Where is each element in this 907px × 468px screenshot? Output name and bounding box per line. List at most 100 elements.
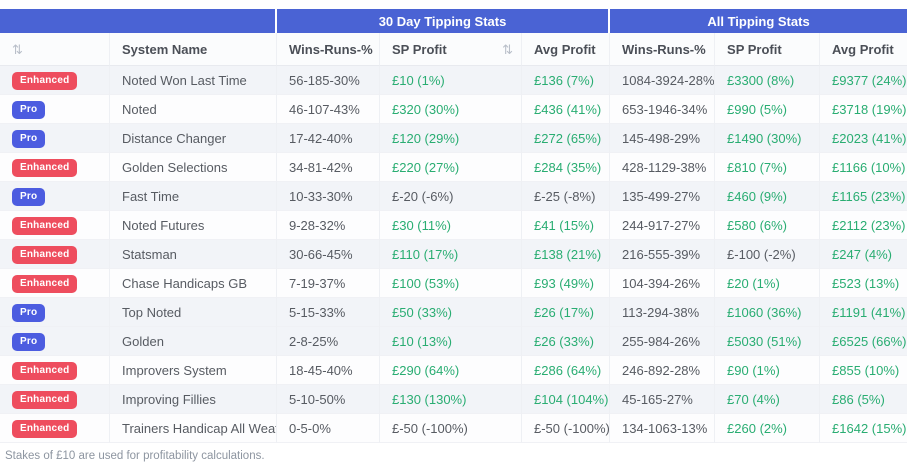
system-name-cell: Golden Selections [110,153,277,182]
tier-badge: Enhanced [12,419,78,438]
tier-cell: Enhanced [0,414,110,443]
all-sp-profit-cell: £5030 (51%) [715,327,821,356]
all-wins-runs-cell: 244-917-27% [610,211,716,240]
all-avg-profit-cell: £1642 (15%) [820,414,907,443]
tier-badge: Pro [12,332,46,351]
tier-badge: Enhanced [12,390,78,409]
table-row[interactable]: Enhanced Golden Selections 34-81-42% £22… [0,153,907,182]
table-row[interactable]: Enhanced Improvers System 18-45-40% £290… [0,356,907,385]
all-wins-runs-cell: 45-165-27% [610,385,716,414]
tier-cell: Pro [0,95,110,124]
table-row[interactable]: Enhanced Noted Won Last Time 56-185-30% … [0,66,907,95]
tier-badge: Enhanced [12,71,78,90]
30d-avg-profit-cell: £104 (104%) [522,385,611,414]
column-header-tier[interactable]: ⇅ [0,33,110,66]
table-row[interactable]: Pro Golden 2-8-25% £10 (13%) £26 (33%) 2… [0,327,907,356]
30d-sp-profit-cell: £130 (130%) [380,385,522,414]
table-row[interactable]: Pro Fast Time 10-33-30% £-20 (-6%) £-25 … [0,182,907,211]
column-header-row: ⇅ System Name Wins-Runs-% SP Profit ⇅ Av… [0,33,907,66]
system-name-cell: Noted Won Last Time [110,66,277,95]
all-avg-profit-cell: £2112 (23%) [820,211,907,240]
30d-avg-profit-cell: £136 (7%) [522,66,611,95]
table-row[interactable]: Enhanced Chase Handicaps GB 7-19-37% £10… [0,269,907,298]
all-sp-profit-cell: £1060 (36%) [715,298,821,327]
system-name-cell: Fast Time [110,182,277,211]
column-header-30d-avg-profit: Avg Profit [522,33,611,66]
table-row[interactable]: Enhanced Trainers Handicap All Weather 0… [0,414,907,443]
table-row[interactable]: Enhanced Noted Futures 9-28-32% £30 (11%… [0,211,907,240]
all-avg-profit-cell: £247 (4%) [820,240,907,269]
all-sp-profit-cell: £580 (6%) [715,211,821,240]
30d-avg-profit-cell: £138 (21%) [522,240,611,269]
30d-avg-profit-cell: £436 (41%) [522,95,611,124]
tier-cell: Enhanced [0,153,110,182]
group-header-all-stats: All Tipping Stats [610,9,907,33]
30d-sp-profit-cell: £50 (33%) [380,298,522,327]
all-avg-profit-cell: £86 (5%) [820,385,907,414]
all-avg-profit-cell: £523 (13%) [820,269,907,298]
30d-avg-profit-cell: £286 (64%) [522,356,611,385]
all-wins-runs-cell: 246-892-28% [610,356,716,385]
30d-sp-profit-cell: £120 (29%) [380,124,522,153]
30d-wins-runs-cell: 10-33-30% [277,182,380,211]
column-header-all-avg-profit: Avg Profit [820,33,907,66]
all-wins-runs-cell: 145-498-29% [610,124,716,153]
group-header-systems [0,9,277,33]
30d-wins-runs-cell: 17-42-40% [277,124,380,153]
30d-sp-profit-cell: £320 (30%) [380,95,522,124]
column-header-30d-wins-runs: Wins-Runs-% [277,33,380,66]
all-avg-profit-cell: £855 (10%) [820,356,907,385]
30d-avg-profit-cell: £93 (49%) [522,269,611,298]
system-name-cell: Improvers System [110,356,277,385]
system-name-cell: Noted [110,95,277,124]
table-row[interactable]: Enhanced Improving Fillies 5-10-50% £130… [0,385,907,414]
30d-wins-runs-cell: 7-19-37% [277,269,380,298]
all-wins-runs-cell: 255-984-26% [610,327,716,356]
system-name-cell: Improving Fillies [110,385,277,414]
30d-wins-runs-cell: 2-8-25% [277,327,380,356]
all-avg-profit-cell: £1166 (10%) [820,153,907,182]
30d-wins-runs-cell: 46-107-43% [277,95,380,124]
all-sp-profit-cell: £20 (1%) [715,269,821,298]
all-avg-profit-cell: £3718 (19%) [820,95,907,124]
30d-sp-profit-cell: £30 (11%) [380,211,522,240]
30d-wins-runs-cell: 56-185-30% [277,66,380,95]
all-avg-profit-cell: £2023 (41%) [820,124,907,153]
system-name-cell: Golden [110,327,277,356]
30d-wins-runs-cell: 18-45-40% [277,356,380,385]
all-sp-profit-cell: £90 (1%) [715,356,821,385]
sort-icon[interactable]: ⇅ [502,41,513,57]
column-header-30d-sp-profit[interactable]: SP Profit ⇅ [380,33,522,66]
30d-wins-runs-cell: 5-10-50% [277,385,380,414]
table-row[interactable]: Pro Noted 46-107-43% £320 (30%) £436 (41… [0,95,907,124]
tier-badge: Enhanced [12,216,78,235]
tier-cell: Pro [0,124,110,153]
table-row[interactable]: Pro Distance Changer 17-42-40% £120 (29%… [0,124,907,153]
table-row[interactable]: Enhanced Statsman 30-66-45% £110 (17%) £… [0,240,907,269]
sort-icon[interactable]: ⇅ [12,41,23,57]
all-wins-runs-cell: 216-555-39% [610,240,716,269]
tier-cell: Pro [0,182,110,211]
tier-cell: Enhanced [0,66,110,95]
tier-badge: Enhanced [12,361,78,380]
all-sp-profit-cell: £260 (2%) [715,414,821,443]
all-avg-profit-cell: £1191 (41%) [820,298,907,327]
30d-sp-profit-cell: £10 (1%) [380,66,522,95]
30d-sp-profit-cell: £-50 (-100%) [380,414,522,443]
30d-sp-profit-cell: £220 (27%) [380,153,522,182]
table-row[interactable]: Pro Top Noted 5-15-33% £50 (33%) £26 (17… [0,298,907,327]
system-name-cell: Top Noted [110,298,277,327]
all-sp-profit-cell: £460 (9%) [715,182,821,211]
column-header-30d-sp-profit-label: SP Profit [392,41,447,57]
30d-sp-profit-cell: £110 (17%) [380,240,522,269]
30d-avg-profit-cell: £26 (33%) [522,327,611,356]
all-sp-profit-cell: £1490 (30%) [715,124,821,153]
30d-sp-profit-cell: £-20 (-6%) [380,182,522,211]
30d-sp-profit-cell: £290 (64%) [380,356,522,385]
system-name-cell: Trainers Handicap All Weather [110,414,277,443]
tier-cell: Enhanced [0,269,110,298]
all-avg-profit-cell: £9377 (24%) [820,66,907,95]
tier-badge: Enhanced [12,158,78,177]
30d-wins-runs-cell: 5-15-33% [277,298,380,327]
30d-avg-profit-cell: £26 (17%) [522,298,611,327]
